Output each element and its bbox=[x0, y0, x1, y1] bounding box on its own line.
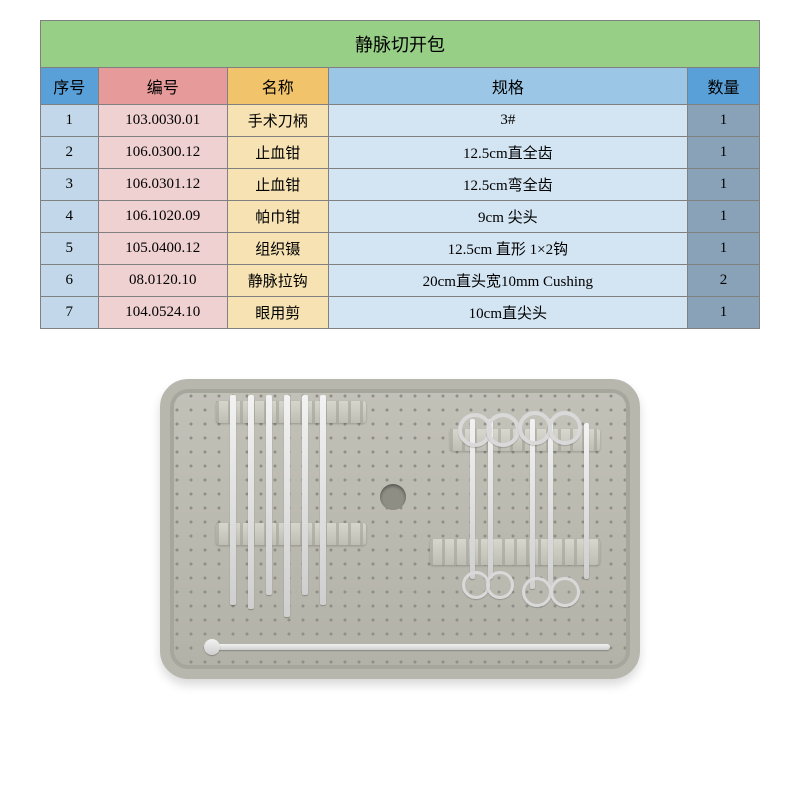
instrument-tray bbox=[160, 379, 640, 679]
cell-name: 组织镊 bbox=[227, 233, 328, 265]
table-header-row: 序号 编号 名称 规格 数量 bbox=[41, 68, 760, 105]
cell-qty: 1 bbox=[688, 297, 760, 329]
hdr-seq: 序号 bbox=[41, 68, 99, 105]
cell-code: 105.0400.12 bbox=[98, 233, 227, 265]
cell-name: 止血钳 bbox=[227, 137, 328, 169]
cell-qty: 2 bbox=[688, 265, 760, 297]
cell-seq: 1 bbox=[41, 105, 99, 137]
cell-spec: 3# bbox=[328, 105, 688, 137]
cell-qty: 1 bbox=[688, 137, 760, 169]
table-title: 静脉切开包 bbox=[41, 21, 760, 68]
table-row: 2106.0300.12止血钳12.5cm直全齿1 bbox=[41, 137, 760, 169]
table-row: 1103.0030.01手术刀柄3#1 bbox=[41, 105, 760, 137]
cell-spec: 12.5cm 直形 1×2钩 bbox=[328, 233, 688, 265]
table-row: 7104.0524.10眼用剪10cm直尖头1 bbox=[41, 297, 760, 329]
cell-seq: 6 bbox=[41, 265, 99, 297]
hdr-spec: 规格 bbox=[328, 68, 688, 105]
table-title-row: 静脉切开包 bbox=[41, 21, 760, 68]
cell-spec: 9cm 尖头 bbox=[328, 201, 688, 233]
table-row: 4106.1020.09帕巾钳9cm 尖头1 bbox=[41, 201, 760, 233]
cell-spec: 20cm直头宽10mm Cushing bbox=[328, 265, 688, 297]
cell-name: 止血钳 bbox=[227, 169, 328, 201]
cell-code: 103.0030.01 bbox=[98, 105, 227, 137]
cell-qty: 1 bbox=[688, 169, 760, 201]
table-row: 3106.0301.12止血钳12.5cm弯全齿1 bbox=[41, 169, 760, 201]
cell-spec: 10cm直尖头 bbox=[328, 297, 688, 329]
cell-name: 静脉拉钩 bbox=[227, 265, 328, 297]
hdr-qty: 数量 bbox=[688, 68, 760, 105]
cell-code: 08.0120.10 bbox=[98, 265, 227, 297]
cell-name: 帕巾钳 bbox=[227, 201, 328, 233]
cell-seq: 7 bbox=[41, 297, 99, 329]
cell-qty: 1 bbox=[688, 105, 760, 137]
cell-seq: 2 bbox=[41, 137, 99, 169]
cell-seq: 4 bbox=[41, 201, 99, 233]
cell-code: 106.0301.12 bbox=[98, 169, 227, 201]
cell-code: 104.0524.10 bbox=[98, 297, 227, 329]
table-row: 608.0120.10静脉拉钩20cm直头宽10mm Cushing2 bbox=[41, 265, 760, 297]
cell-seq: 3 bbox=[41, 169, 99, 201]
cell-spec: 12.5cm直全齿 bbox=[328, 137, 688, 169]
cell-qty: 1 bbox=[688, 201, 760, 233]
cell-name: 眼用剪 bbox=[227, 297, 328, 329]
cell-name: 手术刀柄 bbox=[227, 105, 328, 137]
tray-photo bbox=[40, 379, 760, 679]
instrument-table: 静脉切开包 序号 编号 名称 规格 数量 1103.0030.01手术刀柄3#1… bbox=[40, 20, 760, 329]
cell-spec: 12.5cm弯全齿 bbox=[328, 169, 688, 201]
hdr-code: 编号 bbox=[98, 68, 227, 105]
cell-code: 106.1020.09 bbox=[98, 201, 227, 233]
cell-code: 106.0300.12 bbox=[98, 137, 227, 169]
cell-qty: 1 bbox=[688, 233, 760, 265]
cell-seq: 5 bbox=[41, 233, 99, 265]
table-row: 5105.0400.12组织镊12.5cm 直形 1×2钩1 bbox=[41, 233, 760, 265]
hdr-name: 名称 bbox=[227, 68, 328, 105]
